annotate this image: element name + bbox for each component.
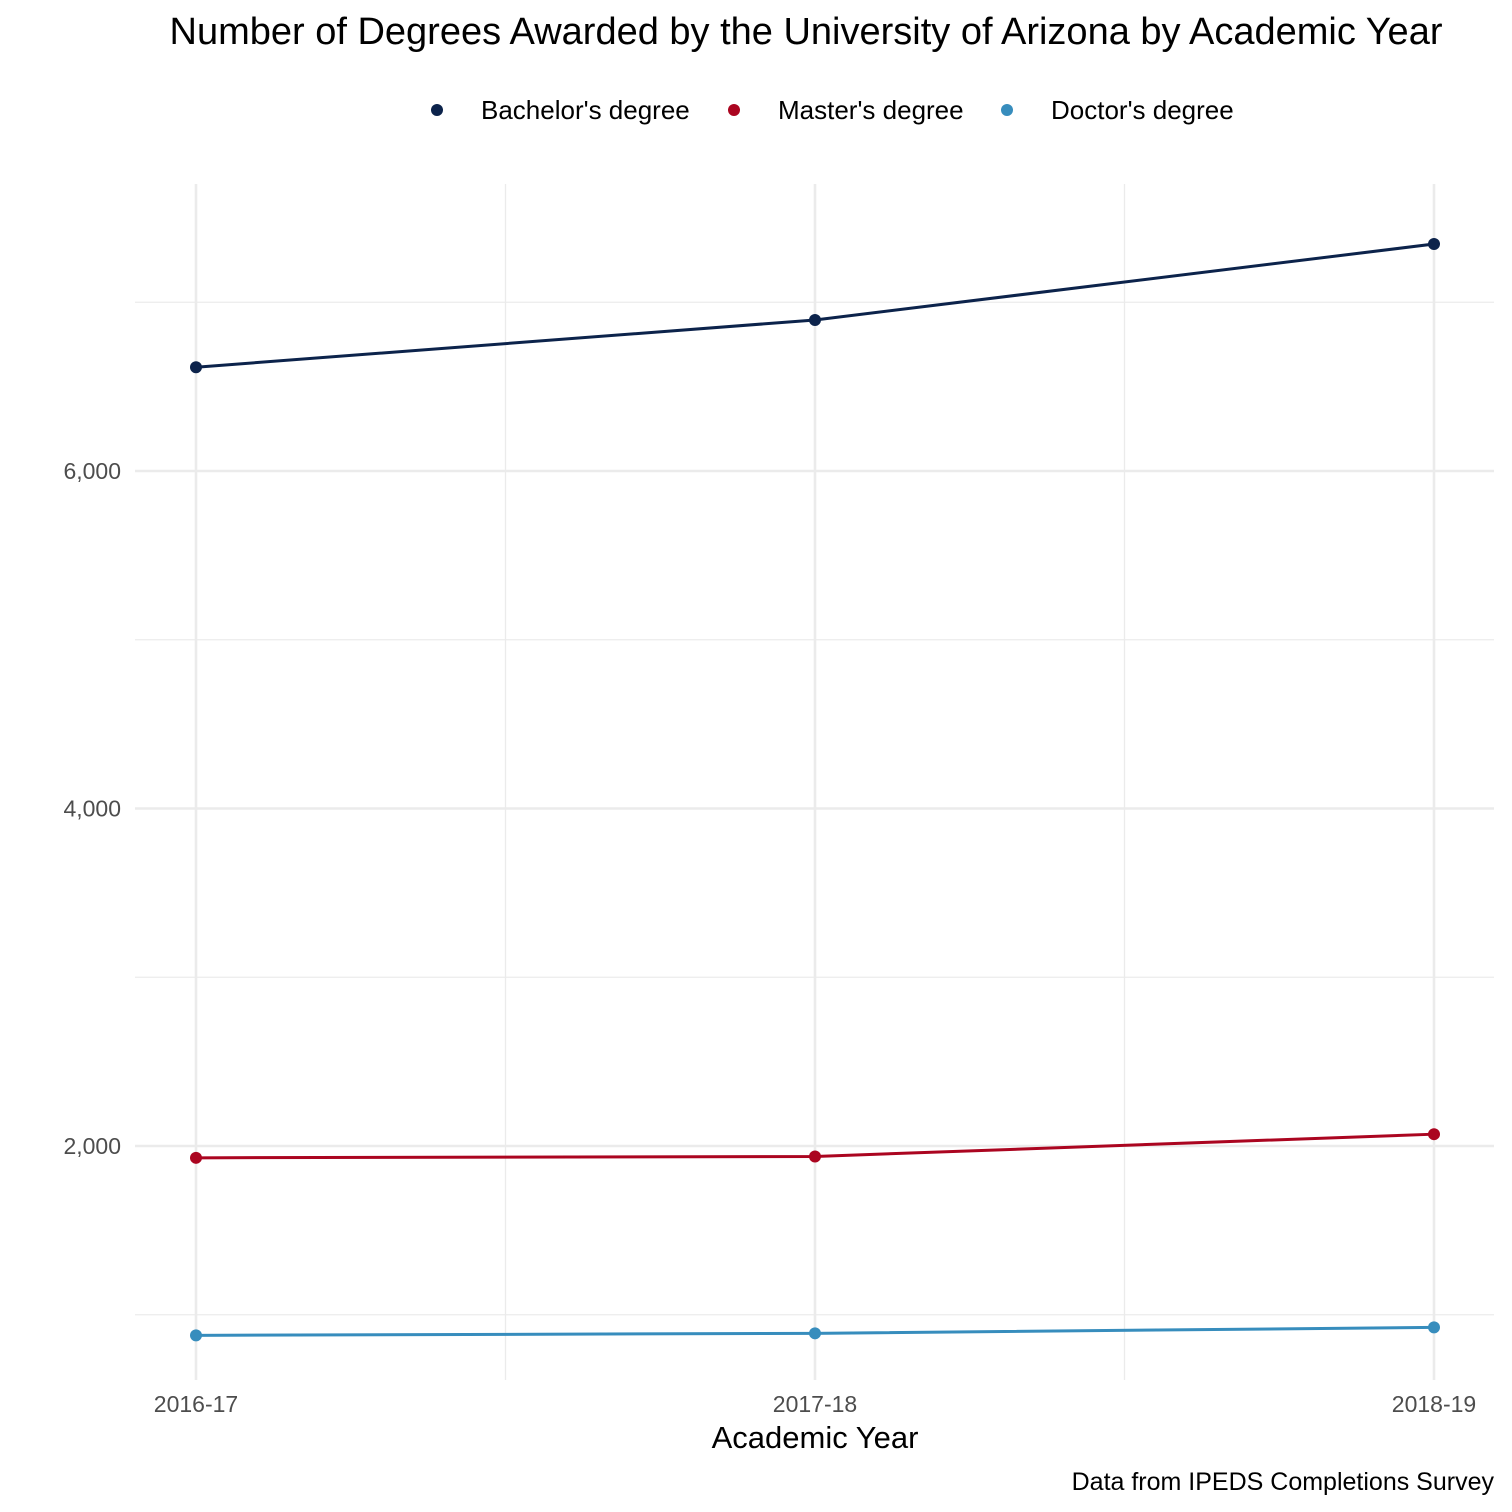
series-bachelor-s-degree xyxy=(190,238,1440,374)
y-tick-label: 2,000 xyxy=(63,1133,121,1159)
legend-item-master-s-degree: Master's degree xyxy=(728,95,964,125)
y-tick-label: 6,000 xyxy=(63,458,121,484)
data-point xyxy=(809,1150,821,1163)
caption: Data from IPEDS Completions Survey xyxy=(1072,1468,1495,1496)
data-point xyxy=(809,313,821,326)
x-axis-title: Academic Year xyxy=(712,1420,919,1455)
series-layer xyxy=(190,238,1440,1342)
legend-item-bachelor-s-degree: Bachelor's degree xyxy=(431,95,690,125)
legend-label: Master's degree xyxy=(778,95,964,125)
data-point xyxy=(1428,1128,1440,1141)
data-point xyxy=(190,361,202,374)
data-point xyxy=(190,1329,202,1342)
legend-key xyxy=(728,104,740,116)
x-tick-label: 2017-18 xyxy=(773,1391,857,1417)
legend-label: Doctor's degree xyxy=(1051,95,1234,125)
legend-label: Bachelor's degree xyxy=(481,95,690,125)
series-master-s-degree xyxy=(190,1128,1440,1164)
data-point xyxy=(1428,238,1440,251)
legend-key xyxy=(431,104,443,116)
legend: Bachelor's degree Master's degree Doctor's… xyxy=(431,95,1234,125)
x-tick-label: 2018-19 xyxy=(1392,1391,1476,1417)
y-tick-label: 4,000 xyxy=(63,796,121,822)
legend-item-doctor-s-degree: Doctor's degree xyxy=(1001,95,1234,125)
grid xyxy=(135,184,1494,1380)
data-point xyxy=(1428,1321,1440,1334)
chart-title: Number of Degrees Awarded by the Univers… xyxy=(170,11,1443,53)
series-doctor-s-degree xyxy=(190,1321,1440,1342)
data-point xyxy=(809,1327,821,1340)
data-point xyxy=(190,1151,202,1164)
x-tick-label: 2016-17 xyxy=(154,1391,238,1417)
legend-key xyxy=(1001,104,1013,116)
x-axis-ticks: 2016-17 2017-18 2018-19 xyxy=(154,1391,1476,1417)
y-axis-ticks: 2,000 4,000 6,000 xyxy=(63,458,121,1159)
